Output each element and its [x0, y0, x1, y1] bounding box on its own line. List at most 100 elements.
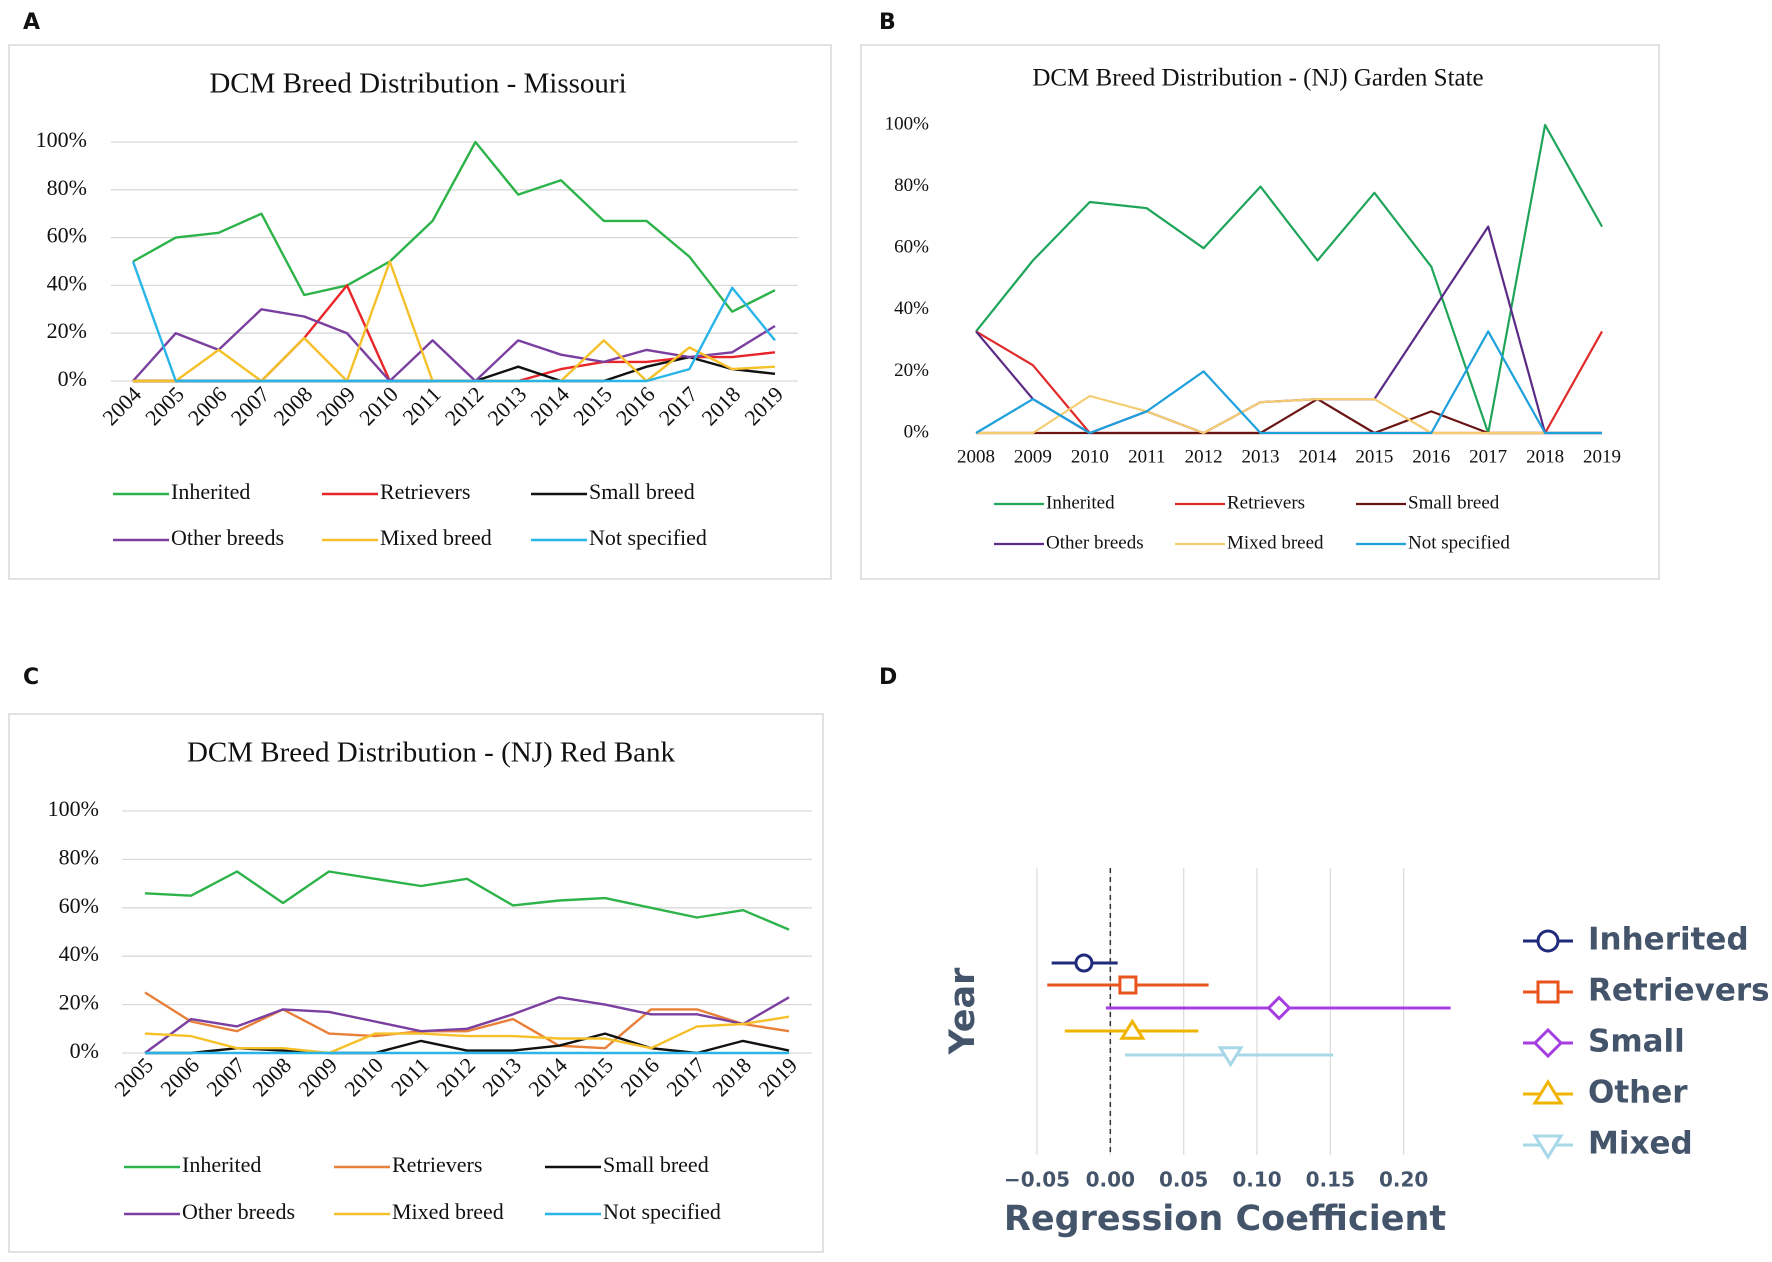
x-tick-label: 2006: [155, 1052, 204, 1101]
x-tick-label: 2015: [1355, 446, 1393, 467]
y-tick-label: 60%: [59, 893, 99, 918]
panel-frame: [8, 713, 824, 1253]
x-tick-label: 2008: [247, 1052, 296, 1101]
x-tick-label: 2009: [293, 1052, 342, 1101]
x-tick-label: 0.20: [1379, 1168, 1428, 1192]
legend-label: Mixed breed: [392, 1199, 504, 1224]
panel-label: D: [879, 665, 897, 690]
y-tick-label: 100%: [48, 796, 99, 821]
legend-label: Small breed: [1408, 492, 1500, 513]
series-line: [132, 308, 776, 383]
x-axis-title: Regression Coefficient: [1004, 1199, 1446, 1239]
x-tick-label: −0.05: [1004, 1168, 1070, 1192]
x-tick-label: 2009: [311, 381, 360, 430]
y-tick-label: 0%: [58, 366, 87, 391]
x-tick-label: 2013: [1242, 446, 1280, 467]
x-tick-label: 2013: [483, 381, 532, 430]
x-tick-label: 2012: [431, 1052, 480, 1101]
x-tick-label: 2017: [654, 381, 703, 430]
y-tick-label: 20%: [59, 990, 99, 1015]
panel-label: B: [879, 10, 896, 35]
legend-marker: [1536, 980, 1560, 1004]
series-line: [144, 996, 790, 1054]
marker: [1118, 975, 1138, 995]
x-tick-label: 2014: [525, 381, 574, 430]
chart-title: DCM Breed Distribution - (NJ) Red Bank: [187, 737, 676, 769]
legend-label: Other: [1588, 1075, 1688, 1111]
panel-frame: [860, 44, 1660, 580]
series-line: [975, 330, 1602, 435]
legend-label: Inherited: [182, 1152, 261, 1177]
x-tick-label: 2007: [201, 1052, 250, 1101]
legend-label: Mixed breed: [380, 525, 492, 550]
x-tick-label: 2010: [1071, 446, 1109, 467]
x-tick-label: 2005: [109, 1052, 158, 1101]
x-tick-label: 0.00: [1086, 1168, 1135, 1192]
legend-marker: [1532, 1027, 1564, 1059]
legend-label: Inherited: [1588, 922, 1749, 958]
legend-label: Mixed breed: [1227, 532, 1324, 553]
legend-marker: [1532, 1079, 1564, 1105]
series-line: [132, 140, 776, 313]
series-line: [133, 260, 776, 383]
series-line: [131, 261, 776, 383]
legend-label: Inherited: [171, 479, 250, 504]
marker: [1266, 995, 1292, 1021]
x-tick-label: 2018: [707, 1052, 756, 1101]
x-tick-label: 2004: [97, 381, 146, 430]
x-tick-label: 2012: [1185, 446, 1223, 467]
x-tick-label: 2014: [1298, 446, 1337, 467]
x-tick-label: 2019: [1583, 446, 1621, 467]
x-tick-label: 2012: [440, 381, 489, 430]
x-tick-label: 0.15: [1306, 1168, 1355, 1192]
legend-marker: [1536, 929, 1560, 953]
legend-label: Small breed: [603, 1152, 709, 1177]
panel-frame: [8, 44, 832, 580]
x-tick-label: 0.05: [1159, 1168, 1208, 1192]
y-tick-label: 40%: [59, 941, 99, 966]
marker: [1119, 1018, 1146, 1040]
x-tick-label: 2019: [739, 381, 788, 430]
y-tick-label: 0%: [904, 421, 930, 442]
x-tick-label: 2015: [568, 381, 617, 430]
series-line: [144, 1015, 790, 1055]
legend-label: Not specified: [1408, 532, 1510, 553]
legend-label: Small: [1588, 1024, 1685, 1060]
legend-label: Other breeds: [171, 525, 284, 550]
y-tick-label: 60%: [47, 223, 87, 248]
legend-marker: [1532, 1134, 1564, 1160]
x-tick-label: 2008: [269, 381, 318, 430]
y-tick-label: 80%: [894, 175, 929, 196]
marker: [1074, 953, 1094, 973]
x-tick-label: 2019: [753, 1052, 802, 1101]
legend-label: Mixed: [1588, 1126, 1693, 1162]
y-tick-label: 20%: [47, 318, 87, 343]
y-tick-label: 0%: [70, 1038, 99, 1063]
x-tick-label: 2005: [140, 381, 189, 430]
legend-label: Retrievers: [1227, 492, 1305, 513]
x-tick-label: 2018: [697, 381, 746, 430]
y-axis-title: Year: [943, 967, 983, 1055]
panel-label: A: [23, 10, 40, 35]
x-tick-label: 2016: [615, 1052, 664, 1101]
x-tick-label: 2018: [1526, 446, 1564, 467]
x-tick-label: 2011: [397, 381, 445, 429]
x-tick-label: 2014: [523, 1052, 572, 1101]
x-tick-label: 0.10: [1232, 1168, 1281, 1192]
x-tick-label: 2007: [226, 381, 275, 430]
legend-label: Inherited: [1046, 492, 1115, 513]
legend-label: Retrievers: [392, 1152, 482, 1177]
series-line: [975, 330, 1603, 435]
legend-label: Retrievers: [1588, 973, 1770, 1009]
series-line: [144, 991, 790, 1050]
legend-label: Small breed: [589, 479, 695, 504]
y-tick-label: 100%: [36, 127, 87, 152]
marker: [1217, 1046, 1244, 1068]
x-tick-label: 2016: [1412, 446, 1450, 467]
series-line: [975, 123, 1603, 435]
y-tick-label: 40%: [47, 270, 87, 295]
x-tick-label: 2017: [661, 1052, 710, 1101]
x-tick-label: 2009: [1014, 446, 1052, 467]
